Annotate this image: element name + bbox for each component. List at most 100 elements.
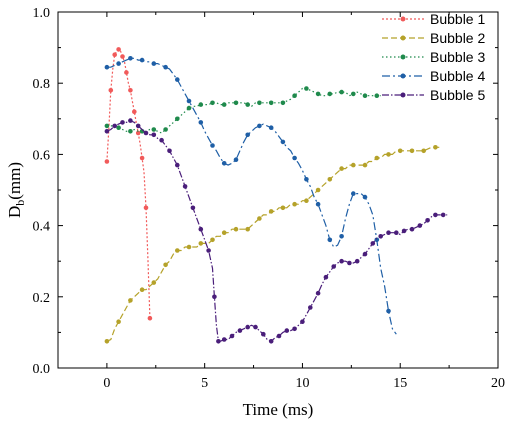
data-point (257, 100, 262, 106)
data-point (268, 339, 274, 344)
data-point (104, 123, 110, 129)
data-point (292, 201, 297, 207)
data-point (394, 230, 399, 235)
data-point (440, 212, 446, 218)
data-point (280, 205, 286, 211)
data-point (108, 88, 114, 93)
y-axis-title-subscript: b (13, 200, 27, 206)
data-point (284, 328, 290, 333)
data-point (116, 319, 121, 325)
data-point (212, 294, 217, 300)
legend-item: Bubble 1 (382, 11, 485, 27)
legend-label: Bubble 5 (430, 87, 485, 103)
data-point (339, 234, 344, 239)
data-point (190, 205, 196, 211)
data-point (304, 177, 309, 182)
data-point (163, 127, 168, 132)
data-point (139, 287, 145, 293)
data-point (339, 89, 344, 95)
x-tick-label: 20 (491, 376, 505, 391)
data-point (401, 228, 407, 234)
data-point (315, 290, 321, 296)
data-point (245, 132, 250, 138)
data-point (104, 129, 110, 134)
data-point (210, 100, 215, 106)
data-point (139, 57, 145, 63)
data-point (151, 127, 157, 132)
data-point (135, 130, 141, 136)
data-point (229, 333, 235, 339)
legend-swatch-marker (400, 16, 406, 22)
data-point (198, 102, 204, 107)
data-point (245, 324, 250, 330)
data-point (351, 162, 356, 168)
x-tick-label: 0 (103, 376, 110, 391)
data-point (339, 258, 344, 264)
data-point (143, 130, 149, 136)
data-point (159, 137, 164, 143)
data-point (104, 64, 110, 70)
data-point (433, 145, 438, 150)
data-point (128, 56, 133, 61)
y-axis-title-main: D (5, 206, 24, 218)
data-point (315, 201, 321, 207)
legend-label: Bubble 2 (430, 30, 485, 46)
legend-item: Bubble 3 (382, 49, 485, 65)
data-point (315, 91, 321, 97)
data-point (206, 248, 211, 253)
legend-swatch-marker (400, 92, 406, 98)
y-tick-label: 0.8 (33, 77, 51, 92)
data-point (374, 155, 380, 161)
data-point (339, 166, 344, 171)
data-point (221, 102, 227, 107)
y-tick-label: 0.4 (33, 220, 51, 235)
data-point (323, 274, 329, 280)
data-point (425, 218, 430, 223)
data-point (417, 223, 423, 228)
data-point (198, 226, 204, 232)
data-point (198, 241, 204, 246)
data-point (186, 244, 192, 250)
series-line (106, 119, 448, 343)
data-point (147, 315, 153, 321)
data-point (163, 64, 168, 70)
data-point (351, 191, 356, 196)
data-point (378, 234, 384, 239)
axis-tick-labels: 0 5 10 15 20 0.0 0.2 0.4 0.6 0.8 1.0 (33, 6, 506, 391)
data-point (139, 155, 145, 161)
y-tick-label: 0.0 (33, 362, 51, 377)
data-point (135, 123, 141, 129)
x-tick-label: 15 (393, 376, 407, 391)
data-point (362, 162, 368, 168)
data-point (198, 120, 204, 125)
data-point (354, 258, 360, 264)
data-point (300, 319, 305, 325)
data-point (143, 205, 149, 211)
data-point (167, 148, 172, 154)
legend-item: Bubble 4 (382, 68, 485, 84)
data-point (304, 86, 309, 91)
data-point (120, 54, 125, 59)
data-point (175, 248, 180, 253)
data-point (186, 98, 192, 104)
data-point (237, 328, 243, 333)
data-point (120, 120, 125, 125)
data-point (370, 241, 376, 246)
data-point (315, 187, 321, 193)
data-point (151, 61, 157, 66)
y-tick-label: 0.6 (33, 148, 51, 163)
data-point (245, 102, 250, 107)
data-point (221, 161, 227, 166)
legend-label: Bubble 1 (430, 11, 485, 27)
data-point (331, 264, 337, 269)
data-point (327, 91, 333, 97)
data-point (386, 308, 391, 314)
x-tick-label: 5 (201, 376, 208, 391)
y-tick-label: 0.2 (33, 291, 51, 306)
data-point (175, 162, 180, 168)
data-point (409, 148, 415, 154)
data-point (386, 230, 391, 235)
data-point (351, 91, 356, 97)
